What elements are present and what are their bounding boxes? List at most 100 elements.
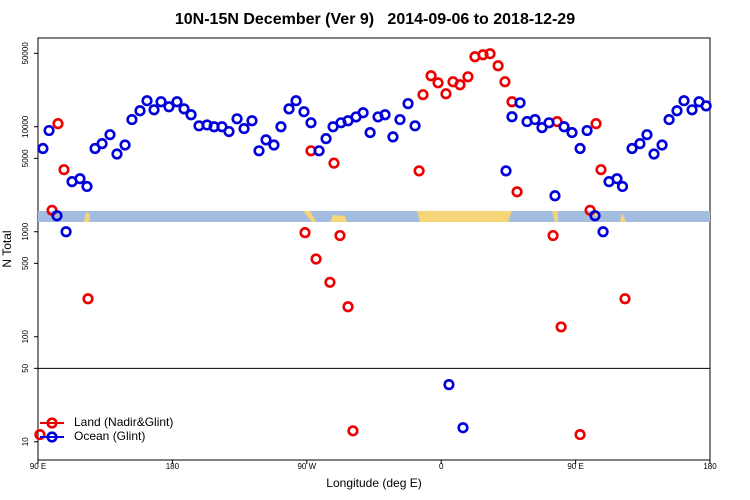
x-axis-label: Longitude (deg E) bbox=[326, 476, 421, 490]
point bbox=[457, 422, 469, 434]
point bbox=[379, 109, 391, 121]
y-tick-label: 50 bbox=[21, 363, 30, 372]
x-tick-label: 90 E bbox=[567, 462, 583, 471]
point bbox=[656, 139, 668, 151]
point bbox=[511, 186, 523, 198]
point bbox=[305, 117, 317, 129]
point bbox=[283, 103, 295, 115]
point bbox=[74, 173, 86, 185]
point bbox=[238, 122, 250, 135]
point bbox=[148, 104, 160, 116]
point bbox=[514, 97, 526, 109]
point bbox=[155, 96, 167, 108]
y-tick-label: 100 bbox=[21, 330, 30, 344]
point bbox=[686, 104, 698, 116]
point bbox=[547, 229, 559, 242]
y-axis-label: N Total bbox=[0, 230, 14, 267]
point bbox=[543, 117, 555, 129]
point bbox=[119, 139, 131, 151]
point bbox=[616, 180, 629, 193]
point bbox=[641, 129, 653, 141]
point bbox=[104, 129, 116, 141]
point bbox=[700, 100, 712, 112]
point bbox=[171, 96, 183, 108]
point bbox=[634, 138, 646, 150]
point bbox=[364, 126, 376, 139]
point bbox=[529, 113, 541, 126]
point bbox=[499, 76, 511, 88]
y-tick-label: 1000 bbox=[21, 222, 30, 240]
point bbox=[413, 165, 425, 177]
point bbox=[566, 126, 578, 139]
point bbox=[141, 95, 153, 107]
y-tick-label: 10000 bbox=[21, 115, 30, 138]
point bbox=[454, 79, 466, 91]
point bbox=[574, 142, 586, 155]
point bbox=[60, 226, 72, 238]
point bbox=[549, 190, 561, 202]
point bbox=[432, 77, 444, 89]
legend-label: Ocean (Glint) bbox=[74, 429, 145, 443]
point bbox=[574, 428, 586, 441]
point bbox=[37, 142, 49, 155]
point bbox=[595, 164, 607, 176]
point bbox=[425, 70, 437, 82]
point bbox=[299, 227, 311, 239]
y-tick-label: 500 bbox=[21, 256, 30, 270]
legend-marker bbox=[46, 431, 58, 443]
point bbox=[298, 106, 310, 118]
x-tick-label: 180 bbox=[166, 462, 180, 471]
point bbox=[290, 95, 302, 107]
point bbox=[440, 88, 452, 100]
map-strip bbox=[38, 211, 710, 222]
point bbox=[357, 107, 369, 119]
point bbox=[581, 124, 593, 137]
point bbox=[320, 133, 332, 145]
point bbox=[506, 111, 518, 123]
point bbox=[246, 115, 258, 127]
point bbox=[462, 71, 474, 83]
point bbox=[347, 425, 359, 437]
point bbox=[500, 165, 512, 177]
point bbox=[324, 276, 336, 288]
point bbox=[268, 139, 280, 151]
point bbox=[402, 98, 414, 110]
point bbox=[619, 293, 631, 305]
point bbox=[52, 118, 64, 130]
point bbox=[51, 210, 63, 222]
point bbox=[626, 142, 638, 155]
point bbox=[409, 120, 421, 132]
point bbox=[310, 253, 322, 265]
point bbox=[443, 379, 455, 391]
point bbox=[671, 105, 683, 117]
point bbox=[134, 105, 146, 117]
plot-frame bbox=[37, 37, 711, 461]
point bbox=[663, 113, 675, 126]
point bbox=[231, 113, 243, 125]
point bbox=[253, 145, 265, 157]
point bbox=[58, 164, 70, 176]
x-tick-label: 180 bbox=[703, 462, 717, 471]
chart-title: 10N-15N December (Ver 9) 2014-09-06 to 2… bbox=[175, 11, 575, 28]
point bbox=[387, 131, 399, 143]
point bbox=[163, 101, 175, 113]
legend-label: Land (Nadir&Glint) bbox=[74, 415, 173, 429]
point bbox=[81, 180, 93, 193]
point bbox=[558, 121, 570, 133]
point bbox=[275, 121, 287, 133]
point bbox=[492, 60, 504, 72]
point bbox=[34, 428, 46, 441]
point bbox=[597, 226, 609, 238]
point bbox=[394, 113, 406, 126]
point bbox=[185, 109, 197, 121]
x-tick-label: 0 bbox=[439, 462, 444, 471]
point bbox=[82, 293, 94, 305]
point bbox=[334, 229, 346, 242]
point bbox=[555, 321, 567, 333]
point bbox=[328, 157, 340, 169]
point bbox=[126, 113, 138, 126]
point bbox=[342, 301, 354, 313]
point bbox=[678, 95, 690, 107]
point bbox=[96, 138, 108, 150]
